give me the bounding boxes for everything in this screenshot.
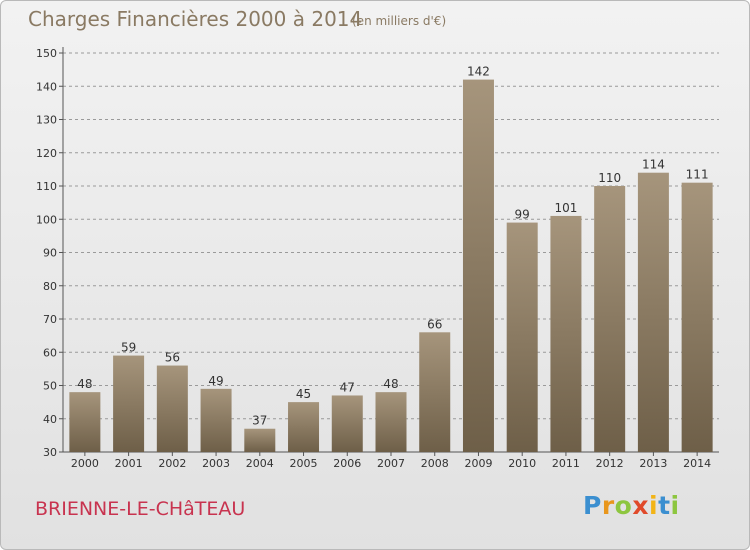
bar-value-label: 66 xyxy=(427,317,442,331)
x-tick-label: 2012 xyxy=(596,457,624,470)
bar-value-label: 114 xyxy=(642,158,665,172)
x-tick-label: 2004 xyxy=(246,457,274,470)
logo-letter: r xyxy=(601,491,615,520)
commune-name: BRIENNE-LE-CHâTEAU xyxy=(35,498,246,520)
bar xyxy=(156,365,188,452)
x-tick-label: 2011 xyxy=(552,457,580,470)
bar xyxy=(550,215,582,452)
x-tick-label: 2000 xyxy=(71,457,99,470)
x-tick-label: 2002 xyxy=(158,457,186,470)
y-tick-label: 40 xyxy=(43,413,57,426)
y-tick-label: 110 xyxy=(36,180,57,193)
bar-value-label: 110 xyxy=(598,171,621,185)
y-tick-label: 120 xyxy=(36,147,57,160)
y-tick-label: 90 xyxy=(43,247,57,260)
x-tick-label: 2013 xyxy=(639,457,667,470)
x-tick-label: 2014 xyxy=(683,457,711,470)
y-tick-label: 130 xyxy=(36,114,57,127)
logo-letter: x xyxy=(632,491,649,520)
bar xyxy=(681,182,713,453)
y-tick-label: 100 xyxy=(36,213,57,226)
logo-letter: P xyxy=(583,491,602,520)
bar xyxy=(200,388,232,452)
bar xyxy=(69,392,101,452)
x-tick-label: 2010 xyxy=(508,457,536,470)
y-tick-label: 150 xyxy=(36,47,57,60)
y-tick-label: 70 xyxy=(43,313,57,326)
x-tick-label: 2007 xyxy=(377,457,405,470)
bar xyxy=(637,172,669,452)
x-tick-label: 2001 xyxy=(115,457,143,470)
bar xyxy=(244,428,276,452)
x-tick-label: 2006 xyxy=(333,457,361,470)
bar xyxy=(506,222,538,452)
logo-letter: t xyxy=(658,491,671,520)
bar-value-label: 37 xyxy=(252,414,267,428)
chart-title: Charges Financières 2000 à 2014 xyxy=(28,7,363,31)
proxiti-logo[interactable]: Proxiti xyxy=(583,491,680,520)
x-tick-label: 2003 xyxy=(202,457,230,470)
chart-unit-note: (en milliers d'€) xyxy=(352,14,447,28)
bar xyxy=(331,395,363,452)
bar-value-label: 111 xyxy=(686,168,709,182)
bar-value-label: 45 xyxy=(296,387,311,401)
bar xyxy=(462,79,494,452)
bar-value-label: 101 xyxy=(554,201,577,215)
y-tick-label: 80 xyxy=(43,280,57,293)
bar-value-label: 48 xyxy=(77,377,92,391)
y-tick-label: 60 xyxy=(43,346,57,359)
bar-value-label: 47 xyxy=(340,380,355,394)
x-tick-label: 2008 xyxy=(421,457,449,470)
bar xyxy=(594,186,626,452)
bar-value-label: 142 xyxy=(467,65,490,79)
bar xyxy=(419,332,451,452)
logo-letter: i xyxy=(649,491,659,520)
logo-letter: o xyxy=(614,491,633,520)
x-tick-label: 2009 xyxy=(464,457,492,470)
bar-value-label: 99 xyxy=(515,208,530,222)
bar-value-label: 59 xyxy=(121,341,136,355)
y-tick-label: 30 xyxy=(43,446,57,459)
y-tick-label: 50 xyxy=(43,380,57,393)
y-tick-label: 140 xyxy=(36,80,57,93)
bar-value-label: 49 xyxy=(208,374,223,388)
bar xyxy=(288,402,320,452)
bar xyxy=(113,355,145,452)
x-tick-label: 2005 xyxy=(290,457,318,470)
bar-value-label: 56 xyxy=(165,351,180,365)
bar xyxy=(375,392,407,452)
logo-letter: i xyxy=(670,491,680,520)
bar-value-label: 48 xyxy=(383,377,398,391)
